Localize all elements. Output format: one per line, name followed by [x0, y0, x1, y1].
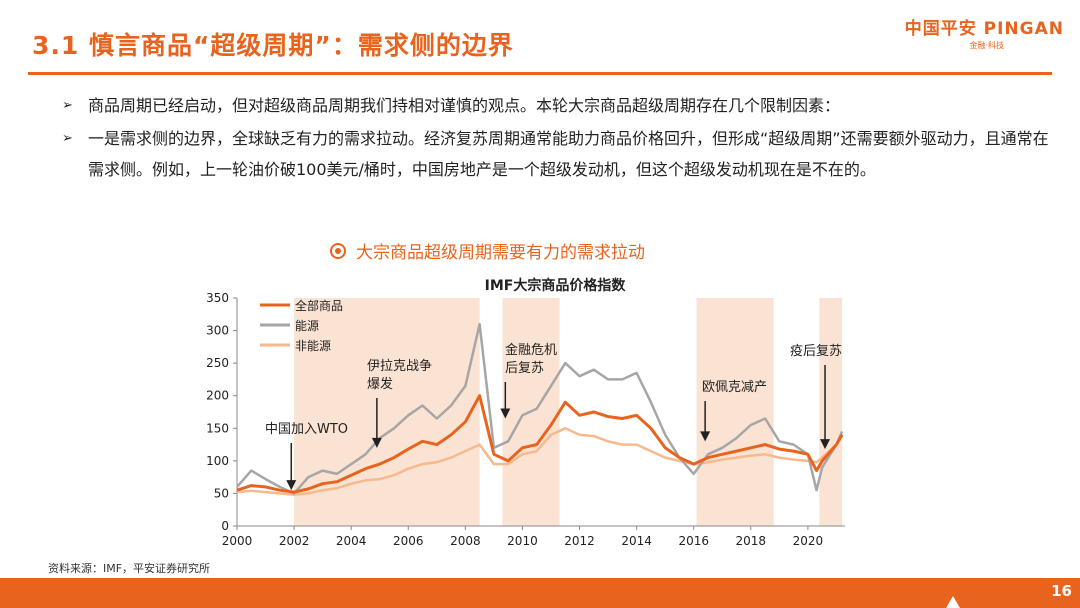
x-tick-label: 2016: [678, 534, 709, 548]
annotation-label: 爆发: [367, 376, 393, 392]
footer-bar: [0, 578, 1080, 608]
page-title: 3.1 慎言商品“超级周期”：需求侧的边界: [32, 31, 514, 60]
shaded-period: [696, 298, 774, 526]
series-line-2: [236, 427, 844, 496]
series-lines: [236, 322, 844, 496]
logo-subtext: 金融·科技: [969, 41, 1004, 50]
x-tick-label: 2008: [450, 534, 481, 548]
chart-title: IMF大宗商品价格指数: [485, 277, 627, 294]
arrow-bullet-icon: ➢: [62, 98, 73, 113]
arrow-bullet-icon: ➢: [62, 131, 73, 146]
annotation-arrow-head: [371, 437, 382, 448]
annotation-label: 金融危机: [505, 342, 557, 358]
title-divider: [28, 72, 1052, 75]
shaded-periods: [294, 298, 843, 526]
x-tick-label: 2000: [222, 534, 253, 548]
source-note: 资料来源：IMF，平安证券研究所: [48, 562, 211, 575]
y-tick-label: 200: [206, 389, 229, 403]
logo-text: 中国平安 PINGAN: [904, 19, 1064, 39]
y-tick-label: 50: [214, 486, 229, 500]
annotation-label: 疫后复苏: [790, 343, 842, 359]
shaded-period: [294, 298, 480, 526]
y-tick-label: 250: [206, 356, 229, 370]
shaded-period: [819, 298, 843, 526]
x-tick-label: 2014: [621, 534, 652, 548]
bullet-item: ➢ 商品周期已经启动，但对超级商品周期我们持相对谨慎的观点。本轮大宗商品超级周期…: [62, 90, 1052, 121]
bullet-item: ➢ 一是需求侧的边界，全球缺乏有力的需求拉动。经济复苏周期通常能助力商品价格回升…: [62, 123, 1052, 185]
x-tick-label: 2004: [336, 534, 367, 548]
series-line-0: [236, 394, 844, 494]
x-tick-label: 2010: [507, 534, 538, 548]
annotation-arrow-head: [286, 480, 297, 491]
legend-label: 全部商品: [295, 298, 343, 313]
y-tick-label: 350: [206, 291, 229, 305]
annotation-arrow-head: [820, 439, 831, 450]
x-tick-label: 2012: [564, 534, 595, 548]
page-number: 16: [1051, 582, 1072, 600]
annotation-label: 欧佩克减产: [702, 380, 767, 395]
annotation-label: 中国加入WTO: [265, 422, 348, 437]
chart-heading-text: 大宗商品超级周期需要有力的需求拉动: [356, 243, 645, 263]
annotation-arrow-head: [500, 408, 511, 419]
series-line-1: [236, 322, 844, 495]
x-tick-label: 2006: [393, 534, 424, 548]
chart-axes: 0 50 100 150 200 250 300 350 2000 2002 2004 2006 200…: [206, 291, 845, 548]
bullet-list: ➢ 商品周期已经启动，但对超级商品周期我们持相对谨慎的观点。本轮大宗商品超级周期…: [62, 90, 1052, 187]
x-tick-label: 2020: [793, 534, 824, 548]
legend-label: 非能源: [295, 339, 331, 353]
target-icon: [330, 242, 346, 259]
annotation-arrow-head: [700, 431, 711, 442]
y-tick-label: 150: [206, 421, 229, 435]
x-tick-label: 2018: [736, 534, 767, 548]
legend-label: 能源: [295, 319, 319, 333]
annotation-label: 后复苏: [505, 360, 544, 376]
bullet-text: 一是需求侧的边界，全球缺乏有力的需求拉动。经济复苏周期通常能助力商品价格回升，但…: [88, 129, 1049, 179]
y-tick-label: 100: [206, 454, 229, 468]
y-tick-label: 300: [206, 324, 229, 338]
x-tick-label: 2002: [279, 534, 310, 548]
company-logo: 中国平安 PINGAN 金融·科技: [905, 14, 1064, 51]
y-tick-label: 0: [221, 519, 229, 533]
bullet-text: 商品周期已经启动，但对超级商品周期我们持相对谨慎的观点。本轮大宗商品超级周期存在…: [88, 96, 841, 115]
annotation-label: 伊拉克战争: [367, 359, 432, 374]
chart-heading: 大宗商品超级周期需要有力的需求拉动: [330, 238, 645, 263]
